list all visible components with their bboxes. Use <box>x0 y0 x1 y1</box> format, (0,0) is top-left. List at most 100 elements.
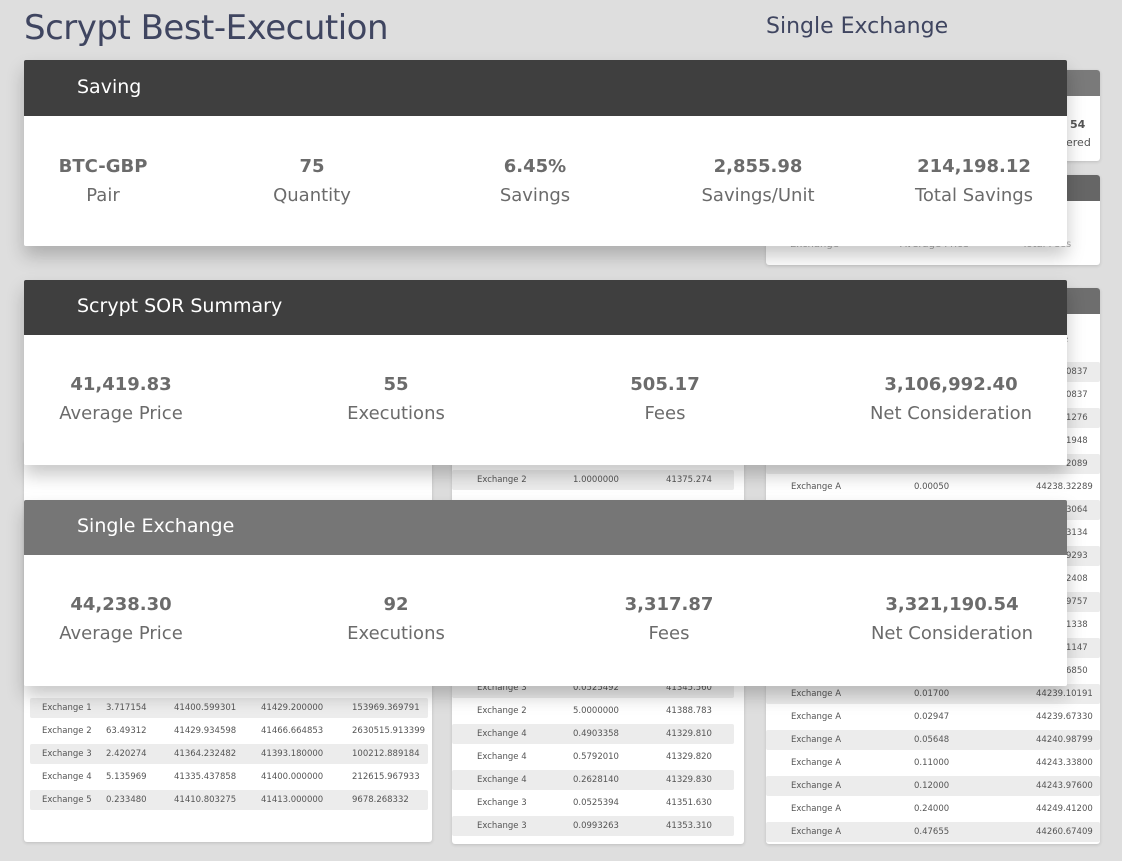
metric-net-consideration: 3,321,190.54 Net Consideration <box>842 594 1062 646</box>
table-cell: Exchange 4 <box>477 775 527 785</box>
metric-quantity: 75 Quantity <box>202 156 422 208</box>
table-cell: 0.0525394 <box>573 798 619 808</box>
table-row: Exchange 3 0.0525394 41351.630 <box>452 793 734 813</box>
table-row: Exchange 4 0.5792010 41329.820 <box>452 747 734 767</box>
table-cell: 44239.10191 <box>1036 689 1093 699</box>
metric-total-savings: 214,198.12 Total Savings <box>864 156 1084 208</box>
table-row: Exchange 2 63.49312 41429.934598 41466.6… <box>30 721 428 741</box>
metric-label: Fees <box>644 403 686 424</box>
table-cell: 0837 <box>1066 390 1088 400</box>
table-cell: 9757 <box>1066 597 1088 607</box>
page-subtitle: Single Exchange <box>766 14 949 39</box>
table-cell: 2630515.913399 <box>352 726 426 736</box>
table-cell: Exchange A <box>791 827 842 837</box>
table-cell: 41353.310 <box>666 821 712 831</box>
table-cell: 44238.32289 <box>1036 482 1093 492</box>
table-row: Exchange 2 5.0000000 41388.783 <box>452 701 734 721</box>
metric-average-price: 41,419.83 Average Price <box>11 374 231 426</box>
table-row: Exchange 1 3.717154 41400.599301 41429.2… <box>30 698 428 718</box>
table-cell: 0.4903358 <box>573 729 619 739</box>
table-cell: 3134 <box>1066 528 1088 538</box>
right-panel-value: 54 <box>1070 118 1086 131</box>
table-row: Exchange 4 0.2628140 41329.830 <box>452 770 734 790</box>
table-row: Exchange A 0.01700 44239.10191 <box>766 684 1100 704</box>
metric-value: 3,106,992.40 <box>884 374 1018 395</box>
metric-net-consideration: 3,106,992.40 Net Consideration <box>841 374 1061 426</box>
right-panel-label: ered <box>1066 136 1091 149</box>
table-cell: Exchange 2 <box>477 706 527 716</box>
metric-pair: BTC-GBP Pair <box>0 156 213 208</box>
table-cell: 212615.967933 <box>352 772 420 782</box>
metric-average-price: 44,238.30 Average Price <box>11 594 231 646</box>
table-cell: 41466.664853 <box>261 726 324 736</box>
table-cell: 9678.268332 <box>352 795 409 805</box>
table-row: Exchange 2 1.0000000 41375.274 <box>452 470 734 490</box>
table-cell: 0.5792010 <box>573 752 619 762</box>
metric-label: Net Consideration <box>870 623 1034 644</box>
table-cell: Exchange A <box>791 758 842 768</box>
saving-card-title: Saving <box>24 60 1067 116</box>
table-cell: 41364.232482 <box>174 749 237 759</box>
table-cell: 41335.437858 <box>174 772 237 782</box>
metric-savings: 6.45% Savings <box>425 156 645 208</box>
table-cell: 0.12000 <box>914 781 950 791</box>
table-row: Exchange A 0.11000 44243.33800 <box>766 753 1100 773</box>
metric-label: Net Consideration <box>869 403 1033 424</box>
table-cell: 41413.000000 <box>261 795 324 805</box>
metric-label: Total Savings <box>914 185 1034 206</box>
table-cell: Exchange 5 <box>42 795 92 805</box>
table-cell: 41345.560 <box>666 683 712 693</box>
table-cell: Exchange A <box>791 781 842 791</box>
table-cell: 44260.67409 <box>1036 827 1093 837</box>
table-cell: 1948 <box>1066 436 1088 446</box>
table-cell: 6850 <box>1066 666 1088 676</box>
table-cell: 0.11000 <box>914 758 950 768</box>
page-title: Scrypt Best-Execution <box>24 8 389 48</box>
sor-summary-card-title: Scrypt SOR Summary <box>24 280 1067 335</box>
table-cell: 1338 <box>1066 620 1088 630</box>
table-cell: Exchange 4 <box>477 729 527 739</box>
table-cell: 1276 <box>1066 413 1088 423</box>
table-cell: 41388.783 <box>666 706 712 716</box>
metric-value: 6.45% <box>503 156 567 177</box>
table-cell: Exchange 3 <box>477 821 527 831</box>
table-cell: 1.0000000 <box>573 475 619 485</box>
table-cell: 0.02947 <box>914 712 950 722</box>
table-cell: Exchange 3 <box>42 749 92 759</box>
table-cell: 2089 <box>1066 459 1088 469</box>
table-cell: 0837 <box>1066 367 1088 377</box>
metric-label: Executions <box>347 623 445 644</box>
metric-value: 92 <box>383 594 409 615</box>
table-row: Exchange A 0.12000 44243.97600 <box>766 776 1100 796</box>
table-row: Exchange A 0.24000 44249.41200 <box>766 799 1100 819</box>
table-cell: 0.2628140 <box>573 775 619 785</box>
metric-value: 3,321,190.54 <box>885 594 1019 615</box>
metric-label: Savings/Unit <box>701 185 815 206</box>
table-cell: 0.47655 <box>914 827 950 837</box>
table-cell: 0.00050 <box>914 482 950 492</box>
single-exchange-card-title: Single Exchange <box>24 500 1067 555</box>
metric-savings-per-unit: 2,855.98 Savings/Unit <box>648 156 868 208</box>
metric-fees: 3,317.87 Fees <box>559 594 779 646</box>
table-cell: 41429.200000 <box>261 703 324 713</box>
table-cell: Exchange A <box>791 712 842 722</box>
table-cell: 41375.274 <box>666 475 712 485</box>
single-exchange-card-body: 44,238.30 Average Price 92 Executions 3,… <box>24 555 1067 686</box>
table-cell: 41329.830 <box>666 775 712 785</box>
table-cell: 5.0000000 <box>573 706 619 716</box>
table-cell: Exchange 2 <box>477 475 527 485</box>
table-cell: Exchange 4 <box>42 772 92 782</box>
table-cell: 0.24000 <box>914 804 950 814</box>
table-cell: Exchange 3 <box>477 683 527 693</box>
metric-label: Quantity <box>273 185 351 206</box>
table-cell: Exchange A <box>791 482 842 492</box>
table-cell: 3.717154 <box>106 703 147 713</box>
metric-label: Pair <box>86 185 120 206</box>
table-cell: 0.0525492 <box>573 683 619 693</box>
table-cell: Exchange A <box>791 735 842 745</box>
metric-label: Executions <box>347 403 445 424</box>
metric-value: 505.17 <box>630 374 700 395</box>
table-cell: Exchange 1 <box>42 703 92 713</box>
metric-value: 55 <box>383 374 409 395</box>
metric-value: 41,419.83 <box>70 374 172 395</box>
